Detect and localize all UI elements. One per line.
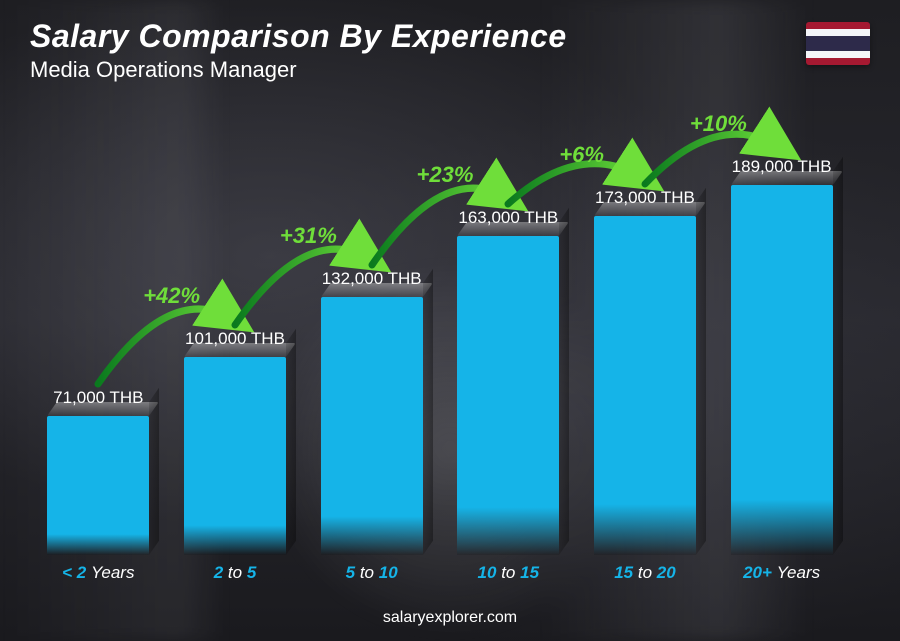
bar-group: 189,000 THB	[717, 157, 847, 555]
flag-stripe	[806, 51, 870, 58]
x-axis-label: 5 to 10	[307, 563, 437, 583]
bar	[731, 185, 833, 555]
x-axis-label: < 2 Years	[33, 563, 163, 583]
bar-group: 163,000 THB	[443, 208, 573, 555]
flag-stripe	[806, 22, 870, 29]
x-axis-label: 10 to 15	[443, 563, 573, 583]
bar-chart: 71,000 THB101,000 THB132,000 THB163,000 …	[30, 100, 850, 583]
flag-stripe	[806, 29, 870, 36]
container: Salary Comparison By Experience Media Op…	[0, 0, 900, 641]
bar	[594, 216, 696, 555]
bar	[47, 416, 149, 555]
page-subtitle: Media Operations Manager	[30, 57, 870, 83]
bar	[321, 297, 423, 555]
flag-stripe	[806, 58, 870, 65]
increase-label: +10%	[690, 111, 747, 137]
x-axis-label: 20+ Years	[717, 563, 847, 583]
bar-group: 132,000 THB	[307, 269, 437, 555]
footer-attribution: salaryexplorer.com	[0, 609, 900, 627]
bar	[184, 357, 286, 555]
bar-group: 173,000 THB	[580, 188, 710, 555]
page-title: Salary Comparison By Experience	[30, 18, 870, 55]
x-axis-label: 2 to 5	[170, 563, 300, 583]
country-flag	[806, 22, 870, 65]
bar	[457, 236, 559, 555]
flag-stripe	[806, 36, 870, 51]
bar-group: 71,000 THB	[33, 388, 163, 555]
x-axis-label: 15 to 20	[580, 563, 710, 583]
bar-group: 101,000 THB	[170, 329, 300, 555]
